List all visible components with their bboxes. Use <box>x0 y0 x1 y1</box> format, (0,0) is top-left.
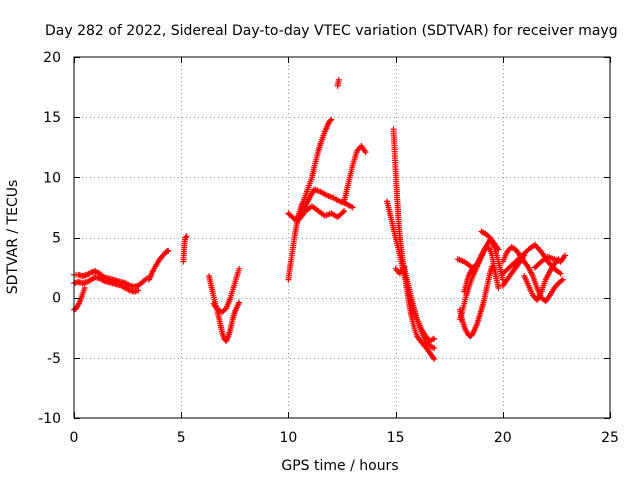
axis-ticks: 0 5 10 15 20 25 -10 -5 0 5 10 15 20 <box>38 50 619 446</box>
data-series <box>71 268 150 290</box>
x-tick-label: 0 <box>70 430 79 446</box>
data-points <box>71 76 568 362</box>
data-series <box>210 265 243 316</box>
y-tick-label: 5 <box>52 231 61 247</box>
y-tick-label: -5 <box>47 351 61 367</box>
data-series <box>180 233 190 265</box>
data-point-markers <box>392 263 408 277</box>
data-point-markers <box>334 76 342 89</box>
data-series <box>454 256 474 270</box>
data-series <box>146 247 172 283</box>
y-tick-label: -10 <box>38 411 61 427</box>
y-tick-label: 20 <box>43 50 61 66</box>
data-point-markers <box>180 233 190 265</box>
data-point-markers <box>210 265 243 316</box>
x-tick-label: 15 <box>387 430 405 446</box>
data-series <box>334 76 342 89</box>
data-point-markers <box>478 228 502 253</box>
data-series <box>478 228 502 253</box>
y-tick-label: 10 <box>43 170 61 186</box>
data-point-markers <box>146 247 172 283</box>
data-point-markers <box>71 268 150 290</box>
grid-lines <box>74 57 610 418</box>
x-tick-label: 5 <box>177 430 186 446</box>
data-series <box>499 252 528 289</box>
chart-title: Day 282 of 2022, Sidereal Day-to-day VTE… <box>45 23 618 39</box>
data-point-markers <box>454 256 474 270</box>
data-series <box>341 143 369 205</box>
data-point-markers <box>521 256 562 304</box>
x-axis-label: GPS time / hours <box>281 458 398 474</box>
data-point-markers <box>341 143 369 205</box>
data-series <box>456 244 502 323</box>
x-tick-label: 25 <box>601 430 619 446</box>
data-series <box>285 116 335 283</box>
data-series <box>296 203 348 223</box>
y-tick-label: 15 <box>43 110 61 126</box>
data-series <box>206 273 243 344</box>
data-point-markers <box>456 244 502 323</box>
data-point-markers <box>206 273 243 344</box>
data-point-markers <box>285 116 335 283</box>
plot-frame <box>73 56 611 419</box>
x-tick-label: 20 <box>494 430 512 446</box>
data-point-markers <box>296 203 348 223</box>
data-point-markers <box>499 252 528 289</box>
data-series <box>521 256 562 304</box>
x-tick-label: 10 <box>279 430 297 446</box>
y-axis-label: SDTVAR / TECUs <box>5 180 21 295</box>
data-series <box>392 263 408 277</box>
y-tick-label: 0 <box>52 291 61 307</box>
